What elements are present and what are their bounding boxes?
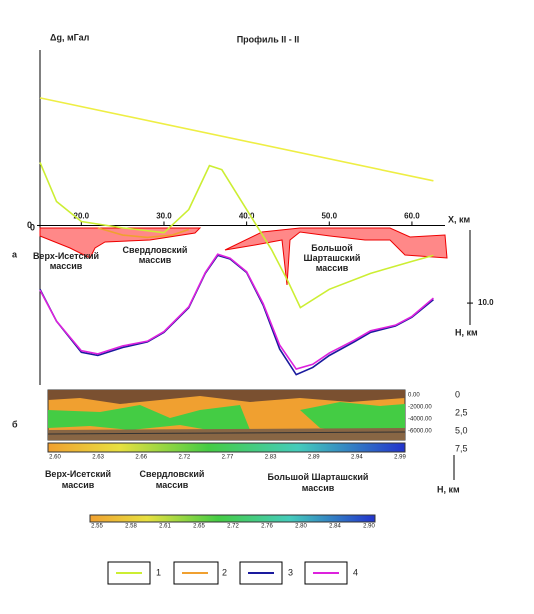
- chart-title: Профиль II - II: [237, 34, 300, 44]
- series-line: [39, 97, 434, 182]
- colorbar-label: 2.77: [222, 455, 234, 461]
- depth-tick-label: 10.0: [478, 298, 494, 307]
- massif-label: Большой Шарташский массив: [304, 243, 361, 273]
- massif-label: Большой Шарташский массив: [268, 472, 369, 493]
- series-line: [39, 253, 434, 370]
- colorbar-label: 2.76: [261, 524, 273, 530]
- y-axis-label: Δg, мГал: [50, 32, 90, 42]
- colorbar-label: 2.61: [159, 524, 171, 530]
- series-line: [39, 254, 434, 376]
- colorbar-label: 2.60: [49, 455, 61, 461]
- legend-label: 2: [222, 567, 227, 577]
- legend: [107, 561, 348, 585]
- zero-label: 0: [30, 222, 35, 232]
- colorbar: [47, 442, 406, 453]
- legend-label: 4: [353, 567, 358, 577]
- colorbar-label: 2.72: [179, 455, 191, 461]
- series-line: [39, 162, 434, 309]
- model-tick: -6000.00: [408, 429, 432, 435]
- massif-label: Верх-Исетский массив: [45, 469, 111, 490]
- colorbar-label: 2.80: [295, 524, 307, 530]
- colorbar-label: 2.99: [394, 455, 406, 461]
- depth-label: Н, км: [437, 484, 460, 494]
- model-tick: 5,0: [455, 425, 468, 435]
- y-tick-label: 0: [27, 220, 32, 230]
- colorbar-label: 2.94: [351, 455, 363, 461]
- colorbar-label: 2.72: [227, 524, 239, 530]
- model-tick: 0: [455, 389, 460, 399]
- x-axis-label: X, км: [448, 214, 471, 224]
- massif-label: Верх-Исетский массив: [33, 251, 99, 271]
- colorbar-label: 2.55: [91, 524, 103, 530]
- colorbar-label: 2.66: [135, 455, 147, 461]
- x-tick-label: 40.0: [239, 212, 255, 221]
- series-line: [97, 227, 190, 239]
- colorbar-label: 2.83: [265, 455, 277, 461]
- x-tick-label: 30.0: [156, 212, 172, 221]
- massif-label: Свердловский массив: [123, 245, 188, 265]
- depth-axis-label: H, км: [455, 327, 478, 337]
- model-tick: 0.00: [408, 393, 420, 399]
- colorbar-label: 2.84: [329, 524, 341, 530]
- colorbar-label: 2.63: [92, 455, 104, 461]
- colorbar-label: 2.65: [193, 524, 205, 530]
- panel-label: б: [12, 419, 18, 429]
- x-tick-label: 50.0: [321, 212, 337, 221]
- massif-label: Свердловский массив: [140, 469, 205, 490]
- model-tick: -2000.00: [408, 405, 432, 411]
- colorbar-label: 2.58: [125, 524, 137, 530]
- model-tick: 7,5: [455, 443, 468, 453]
- model-section: [47, 389, 406, 441]
- colorbar: [89, 514, 376, 523]
- x-tick-label: 20.0: [74, 212, 90, 221]
- model-tick: -4000.00: [408, 417, 432, 423]
- x-tick-label: 60.0: [404, 212, 420, 221]
- panel-label: а: [12, 249, 18, 259]
- colorbar-label: 2.89: [308, 455, 320, 461]
- body-right: [224, 227, 448, 286]
- colorbar-label: 2.90: [363, 524, 375, 530]
- model-tick: 2,5: [455, 407, 468, 417]
- legend-label: 3: [288, 567, 293, 577]
- legend-label: 1: [156, 567, 161, 577]
